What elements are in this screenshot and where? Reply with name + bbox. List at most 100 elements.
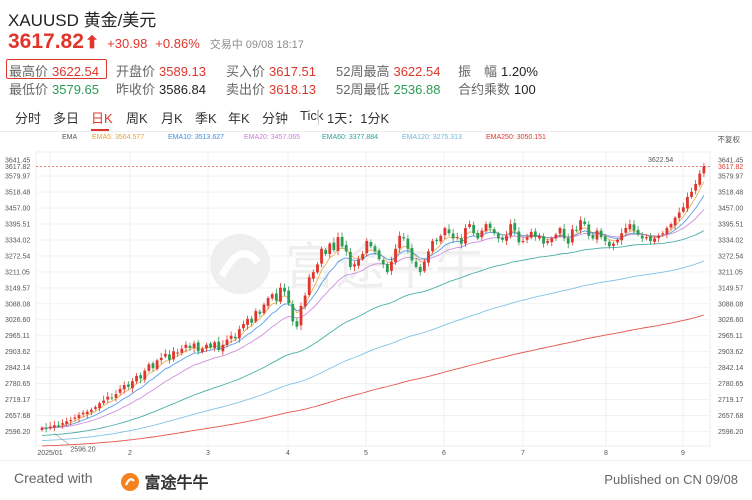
candle-body (279, 287, 282, 302)
candle-body (307, 277, 311, 295)
y-tick-right: 2596.20 (718, 429, 743, 436)
period-low-label: 2596.20 (70, 446, 95, 453)
candle-body (81, 412, 85, 415)
y-tick-left: 3518.48 (5, 190, 30, 197)
stat-label: 52周最低 (336, 82, 390, 97)
tab-yearly-k[interactable]: 年K (228, 111, 250, 126)
candle-body (628, 224, 632, 230)
chart-period-tabs: 分时 多日 日K 周K 月K 季K 年K 分钟 Tick 1天：1分K (0, 108, 420, 131)
candle-body (254, 311, 258, 322)
stat-low: 最低价 3579.65 (9, 79, 99, 98)
y-tick-right: 2657.68 (718, 413, 743, 420)
candle-body (632, 224, 636, 231)
y-tick-left: 3457.00 (5, 206, 30, 213)
last-price: 3617.82 (8, 30, 84, 53)
candle-body (110, 397, 114, 399)
candle-body (496, 233, 500, 239)
y-tick-left: 2780.65 (5, 381, 30, 388)
candle-body (77, 414, 81, 418)
candle-body (468, 224, 471, 228)
candle-body (135, 375, 138, 382)
candle-body (147, 364, 151, 371)
tab-1day-1min[interactable]: 1天：1分K (327, 111, 390, 126)
candle-body (381, 259, 385, 265)
tabs-divider (0, 131, 752, 132)
candle-body (242, 324, 245, 329)
candle-body (554, 234, 558, 239)
stat-prev-close: 昨收价 3586.84 (116, 79, 206, 98)
tab-monthly-k[interactable]: 月K (161, 111, 183, 126)
candle-body (328, 243, 332, 254)
stat-high: 最高价 3622.54 (9, 61, 99, 80)
candle-body (73, 417, 77, 419)
candles (40, 162, 706, 433)
candle-body (159, 357, 163, 361)
candle-body (702, 166, 706, 174)
ema10-line (41, 195, 705, 429)
candle-body (184, 344, 188, 348)
candle-body (447, 229, 451, 234)
watermark: 富途牛牛 (210, 234, 485, 296)
x-tick: 7 (521, 450, 525, 457)
candle-body (155, 360, 159, 369)
candle-body (344, 244, 348, 252)
candle-body (176, 352, 180, 354)
candle-body (566, 238, 570, 244)
candle-body (661, 233, 665, 235)
candle-body (464, 228, 467, 244)
candle-body (217, 341, 221, 350)
ema-lines (41, 181, 705, 447)
candle-body (587, 224, 591, 236)
tab-weekly-k[interactable]: 周K (126, 111, 148, 126)
brand-logo: 富途牛牛 (120, 469, 208, 493)
futu-logo-icon (121, 473, 139, 491)
candle-body (365, 241, 369, 254)
y-tick-left: 3334.02 (5, 237, 30, 244)
candle-body (422, 261, 426, 272)
candle-body (98, 403, 101, 409)
instrument-title: XAUUSD 黄金/美元 (8, 11, 157, 30)
tab-intraday[interactable]: 分时 (15, 111, 42, 126)
brand-name: 富途牛牛 (144, 475, 209, 492)
candle-body (394, 248, 397, 263)
stat-value: 1.20% (501, 64, 538, 79)
candle-body (690, 191, 693, 197)
candle-body (357, 259, 360, 266)
up-arrow-icon: ⬆ (84, 33, 100, 52)
y-tick-right: 3088.08 (718, 301, 743, 308)
x-tick: 4 (286, 450, 290, 457)
x-tick: 2025/01 (37, 450, 62, 457)
candle-body (221, 344, 225, 352)
candle-body (48, 426, 52, 429)
y-tick-right: 2842.14 (718, 365, 743, 372)
candle-body (505, 235, 508, 241)
ema5-label: EMA5: 3564.577 (92, 134, 145, 141)
tab-multi-day[interactable]: 多日 (53, 111, 80, 126)
tab-quarterly-k[interactable]: 季K (195, 111, 217, 126)
candle-body (443, 228, 447, 236)
period-low-pointer (54, 433, 71, 446)
tab-daily-k[interactable]: 日K (91, 111, 113, 126)
stat-value: 3617.51 (269, 64, 317, 79)
stat-value: 3622.54 (393, 64, 441, 79)
candle-body (85, 411, 89, 415)
y-tick-left: 3026.60 (5, 317, 30, 324)
candle-body (200, 348, 204, 353)
candle-body (579, 220, 582, 231)
candle-body (295, 321, 299, 327)
candle-body (451, 233, 455, 239)
candle-body (303, 295, 307, 307)
stat-ask: 卖出价 3618.13 (226, 79, 316, 98)
candle-body (102, 400, 106, 404)
stat-multiplier: 合约乘数 100 (458, 79, 536, 98)
candle-body (558, 228, 562, 234)
candle-body (324, 249, 328, 254)
candle-body (250, 318, 254, 323)
y-tick-left: 3088.08 (5, 301, 30, 308)
y-tick-right: 3457.00 (718, 206, 743, 213)
price-adjustment-selector[interactable]: 不复权 (718, 134, 741, 145)
tab-tick[interactable]: Tick (300, 108, 324, 123)
tab-minute[interactable]: 分钟 (262, 111, 289, 126)
y-tick-right: 3518.48 (718, 190, 743, 197)
